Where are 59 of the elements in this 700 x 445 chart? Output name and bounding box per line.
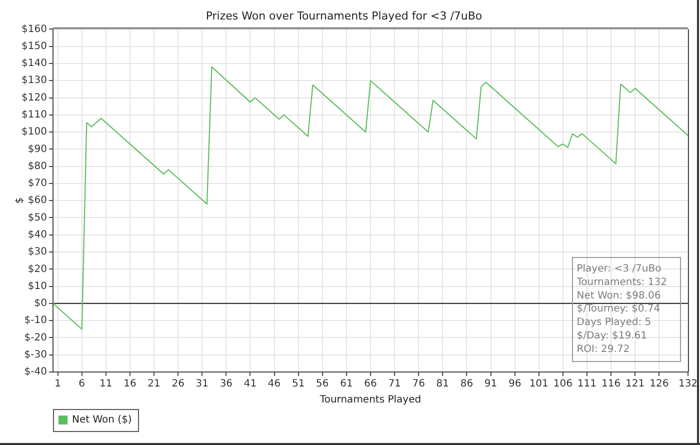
- y-tick-label: $-30: [24, 349, 47, 360]
- y-tick-label: $10: [28, 280, 47, 292]
- annotation: Days Played: 5: [576, 317, 652, 328]
- x-tick-label: 36: [220, 378, 233, 390]
- x-tick-label: 6: [78, 378, 86, 390]
- annotation: Player: <3 /7uBo: [576, 263, 662, 274]
- x-tick-label: 61: [340, 378, 353, 390]
- x-tick-label: 31: [196, 378, 208, 390]
- x-tick-label: 26: [172, 378, 184, 390]
- y-tick-label: $150: [22, 40, 47, 52]
- annotation: Tournaments: 132: [576, 276, 667, 288]
- y-tick-label: $140: [22, 58, 47, 70]
- y-tick-label: $90: [28, 144, 47, 155]
- x-tick-label: 76: [412, 378, 425, 390]
- annotation: $/Day: $19.61: [576, 330, 648, 342]
- chart-title: Prizes Won over Tournaments Played for <3 /7uBo: [206, 9, 482, 22]
- y-tick-label: $80: [28, 160, 47, 172]
- y-tick-label: $30: [28, 246, 47, 258]
- x-tick-label: 66: [364, 378, 377, 390]
- x-tick-label: 1: [54, 378, 61, 390]
- y-tick-label: $40: [28, 229, 47, 240]
- legend-label: Net Won ($): [72, 414, 132, 426]
- x-tick-label: 116: [601, 378, 621, 390]
- x-tick-label: 21: [148, 378, 160, 390]
- x-tick-label: 56: [316, 378, 329, 390]
- x-tick-label: 132: [678, 378, 698, 390]
- y-tick-label: $50: [28, 212, 47, 224]
- x-tick-label: 41: [244, 378, 257, 390]
- x-tick-label: 16: [124, 378, 136, 390]
- y-tick-label: $0: [34, 298, 47, 310]
- x-tick-label: 86: [460, 378, 474, 390]
- y-tick-label: $120: [22, 92, 47, 104]
- annotation: Net Won: $98.06: [576, 290, 661, 302]
- y-tick-label: $130: [22, 75, 47, 86]
- x-tick-label: 106: [553, 378, 572, 390]
- x-tick-label: 111: [577, 378, 597, 390]
- x-tick-label: 51: [292, 378, 305, 390]
- x-tick-label: 126: [650, 378, 669, 390]
- x-tick-label: 96: [508, 378, 522, 390]
- y-tick-label: $100: [22, 126, 47, 138]
- y-tick-label: $20: [28, 264, 47, 275]
- x-axis-title: Tournaments Played: [318, 394, 422, 406]
- x-tick-label: 46: [268, 378, 281, 390]
- annotation: $/Tourney: $0.74: [576, 304, 660, 315]
- x-tick-label: 91: [484, 378, 498, 390]
- x-tick-label: 11: [100, 378, 112, 390]
- y-tick-label: $70: [28, 178, 47, 190]
- y-tick-label: $60: [28, 195, 47, 206]
- y-tick-label: $-40: [24, 366, 47, 378]
- x-tick-label: 71: [388, 378, 401, 390]
- x-tick-label: 101: [529, 378, 548, 390]
- y-tick-label: $-20: [24, 332, 47, 344]
- y-tick-label: $110: [22, 109, 47, 120]
- x-tick-label: 81: [436, 378, 450, 390]
- y-axis-title: $: [14, 197, 26, 204]
- y-tick-label: $160: [22, 24, 47, 35]
- x-tick-label: 121: [626, 378, 645, 390]
- annotation: ROI: 29.72: [576, 344, 630, 355]
- y-tick-label: $-10: [24, 315, 47, 326]
